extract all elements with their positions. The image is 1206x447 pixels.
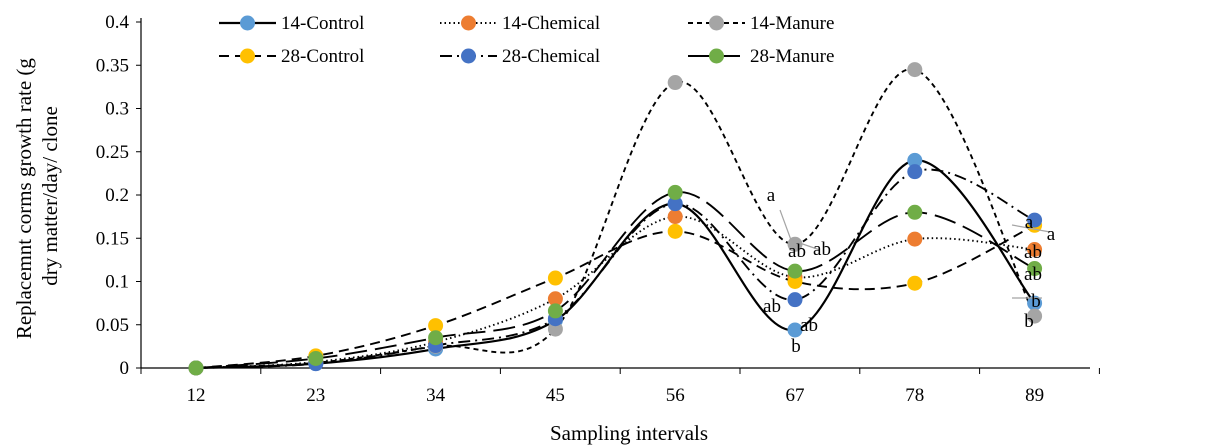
data-point-14-chemical (1027, 241, 1043, 257)
legend-label: 28-Manure (750, 46, 834, 67)
annotation-leader-line (1011, 224, 1051, 233)
x-axis-title: Sampling intervals (550, 421, 708, 445)
legend-label: 14-Chemical (502, 13, 600, 34)
series-line-28-chemical (195, 168, 1035, 369)
data-point-14-control (907, 152, 923, 168)
legend-item-14-chemical: 14-Chemical (440, 13, 600, 34)
y-tick-label: 0 (120, 358, 130, 379)
series-line-28-manure (195, 191, 1036, 369)
legend-label: 28-Control (281, 46, 364, 67)
data-point-14-manure (667, 75, 683, 91)
series-line-14-manure (195, 68, 1036, 369)
legend-marker-swatch (709, 15, 724, 31)
x-tick-label: 56 (666, 385, 685, 406)
legend-item-28-control: 28-Control (219, 46, 364, 67)
y-tick-label: 0.05 (96, 315, 129, 336)
x-tick-label: 34 (426, 385, 446, 406)
tick-labels: 0 0.05 0.1 0.15 0.2 0.25 0.3 0.35 0.4 12 23 34 45 56 6… (96, 12, 1100, 406)
significance-label: a (767, 185, 776, 206)
x-tick-label: 12 (187, 385, 206, 406)
data-point-14-control (787, 322, 803, 338)
data-point-14-manure (547, 321, 563, 337)
series-line-28-control (195, 224, 1036, 369)
significance-label: ab (1024, 264, 1042, 285)
data-point-28-manure (428, 330, 444, 346)
significance-label: b (1024, 311, 1034, 332)
legend-label: 28-Chemical (502, 46, 600, 67)
annotation-leader-line (779, 209, 821, 251)
significance-label: ab (763, 296, 781, 317)
y-tick-label: 0.1 (105, 272, 129, 293)
legend-marker-swatch (240, 15, 255, 31)
significance-label: ab (788, 241, 806, 262)
y-axis-title-line-2: dry matter/day/ clone (38, 106, 62, 286)
data-point-28-control (428, 318, 444, 334)
data-point-14-control (1027, 295, 1043, 311)
data-point-14-chemical (547, 291, 563, 307)
legend-marker-swatch (461, 48, 476, 64)
legend-label: 14-Control (281, 13, 364, 34)
significance-label: ab (813, 239, 831, 260)
axes (140, 18, 1090, 369)
legend-item-14-control: 14-Control (219, 13, 364, 34)
data-point-28-control (787, 274, 803, 289)
legend-label: 14-Manure (750, 13, 834, 34)
significance-label: ab (1024, 242, 1042, 263)
data-point-28-chemical (1027, 212, 1043, 228)
series-line-14-chemical (195, 215, 1035, 369)
data-point-28-chemical (907, 164, 923, 180)
y-tick-label: 0.25 (96, 142, 129, 163)
legend-marker-swatch (240, 48, 255, 64)
x-tick-label: 78 (905, 385, 924, 406)
data-point-28-manure (547, 303, 563, 319)
y-axis-title: Replacemnt corms growth rate (g dry matt… (12, 53, 62, 339)
x-tick-label: 23 (306, 385, 325, 406)
data-point-28-control (547, 270, 563, 286)
data-point-14-manure (1027, 308, 1043, 324)
series-lines (195, 68, 1036, 370)
data-point-28-chemical (667, 196, 683, 212)
data-point-28-manure (667, 184, 683, 200)
y-tick-label: 0.2 (105, 185, 129, 206)
legend-item-28-chemical: 28-Chemical (440, 46, 600, 67)
legend-marker-swatch (709, 48, 724, 64)
annotation-leaders (779, 209, 1051, 299)
legend-item-14-manure: 14-Manure (688, 13, 834, 34)
data-point-28-manure (1027, 261, 1043, 277)
legend-item-28-manure: 28-Manure (688, 46, 834, 67)
data-point-14-chemical (667, 209, 683, 225)
data-point-14-chemical (907, 231, 923, 247)
x-tick-label: 67 (786, 385, 805, 406)
significance-label: a (1025, 212, 1034, 233)
data-point-28-control (907, 275, 923, 291)
significance-label: b (791, 336, 801, 357)
data-point-28-manure (188, 360, 204, 376)
significance-label: ab (800, 315, 818, 336)
data-point-28-control (667, 223, 683, 239)
y-axis-title-line-1: Replacemnt corms growth rate (g (12, 58, 36, 340)
series-markers (188, 62, 1043, 376)
data-point-28-manure (787, 263, 803, 279)
legend: 14-Control 14-Chemical 14-Manure 28-Control… (219, 13, 834, 67)
y-tick-label: 0.3 (105, 99, 129, 120)
legend-marker-swatch (461, 15, 476, 31)
series-line-14-control (195, 159, 1036, 370)
data-point-28-manure (308, 350, 324, 366)
y-tick-label: 0.35 (96, 55, 129, 76)
x-tick-label: 45 (546, 385, 565, 406)
data-point-28-chemical (787, 292, 803, 308)
y-tick-label: 0.4 (105, 12, 129, 33)
data-point-28-manure (907, 204, 923, 220)
significance-label: b (1031, 291, 1041, 312)
x-tick-label: 89 (1025, 385, 1044, 406)
significance-label: a (1047, 224, 1056, 245)
y-tick-label: 0.15 (96, 228, 129, 249)
data-point-14-manure (907, 62, 923, 78)
